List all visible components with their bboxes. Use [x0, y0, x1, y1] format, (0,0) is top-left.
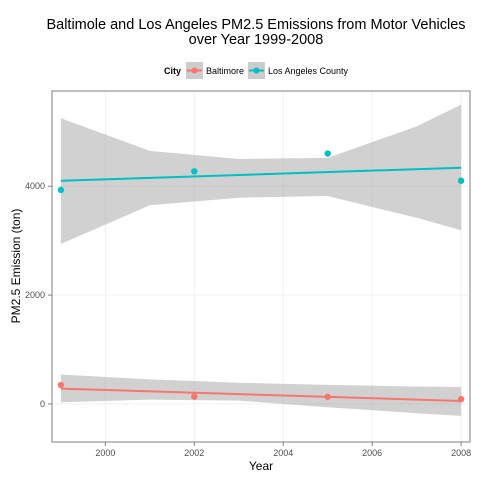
legend-label-baltimore: Baltimore: [206, 66, 244, 76]
confidence-bands: [60, 104, 462, 416]
y-axis: 0 2000 4000: [25, 181, 52, 409]
x-tick-label: 2000: [95, 448, 115, 458]
data-point-los-angeles-county: [191, 168, 198, 175]
data-point-los-angeles-county: [324, 150, 331, 157]
x-tick-label: 2006: [362, 448, 382, 458]
data-point-baltimore: [191, 393, 198, 400]
y-tick-label: 0: [40, 399, 45, 409]
data-point-baltimore: [324, 393, 331, 400]
legend-key-point-los-angeles: [253, 67, 260, 74]
plot-panel-border: [51, 90, 471, 443]
grid: [52, 91, 470, 442]
y-tick-label: 4000: [25, 181, 45, 191]
chart-title-line-2: over Year 1999-2008: [189, 32, 324, 48]
chart-title-line-1: Baltimole and Los Angeles PM2.5 Emission…: [46, 17, 465, 33]
data-point-baltimore: [57, 381, 65, 389]
legend-label-los-angeles: Los Angeles County: [268, 66, 349, 76]
x-axis-title: Year: [249, 459, 273, 473]
data-point-los-angeles-county: [57, 186, 65, 194]
y-axis-title: PM2.5 Emission (ton): [9, 209, 23, 324]
x-tick-label: 2004: [273, 448, 293, 458]
y-tick-label: 2000: [25, 290, 45, 300]
x-tick-label: 2002: [184, 448, 204, 458]
trend-line-los-angeles-county: [60, 166, 462, 182]
x-axis: 2000 2002 2004 2006 2008: [95, 442, 471, 458]
data-points: [57, 150, 465, 403]
data-point-los-angeles-county: [457, 177, 465, 184]
x-tick-label: 2008: [451, 448, 471, 458]
legend-key-point-baltimore: [191, 67, 198, 74]
trend-lines: [60, 166, 462, 402]
trend-line-baltimore: [60, 387, 462, 402]
data-point-baltimore: [457, 395, 465, 403]
legend: City Baltimore Los Angeles County: [164, 62, 349, 79]
legend-title: City: [164, 66, 181, 76]
